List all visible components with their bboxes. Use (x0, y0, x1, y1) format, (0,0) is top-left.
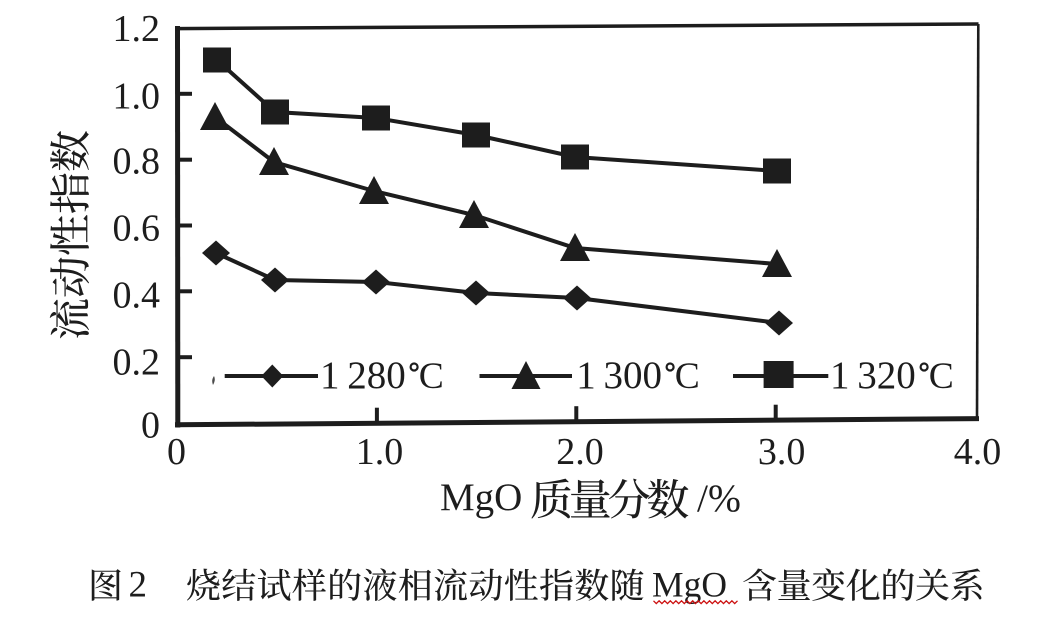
svg-text:0.6: 0.6 (113, 208, 161, 250)
svg-text:1 300: 1 300 (576, 354, 662, 397)
svg-text:0.2: 0.2 (113, 342, 161, 384)
svg-text:1 320: 1 320 (830, 354, 916, 397)
svg-text:C: C (419, 356, 444, 397)
svg-text:MgO: MgO (652, 565, 727, 605)
svg-text:0.8: 0.8 (113, 141, 161, 183)
svg-text:1.0: 1.0 (356, 431, 404, 473)
svg-text:C: C (675, 356, 700, 397)
svg-text:1.2: 1.2 (113, 8, 161, 50)
svg-text:MgO: MgO (440, 476, 522, 519)
svg-text:1 280: 1 280 (320, 354, 406, 397)
svg-text:3.0: 3.0 (758, 431, 806, 473)
svg-text:2: 2 (129, 565, 148, 606)
svg-text:0.4: 0.4 (113, 275, 161, 317)
svg-text:1.0: 1.0 (113, 76, 161, 118)
svg-text:0: 0 (167, 431, 186, 473)
svg-text:4.0: 4.0 (954, 431, 1002, 473)
svg-text:2.0: 2.0 (556, 431, 604, 473)
svg-text:0: 0 (141, 405, 160, 447)
svg-text:C: C (929, 356, 954, 397)
svg-text:/%: /% (697, 476, 741, 520)
